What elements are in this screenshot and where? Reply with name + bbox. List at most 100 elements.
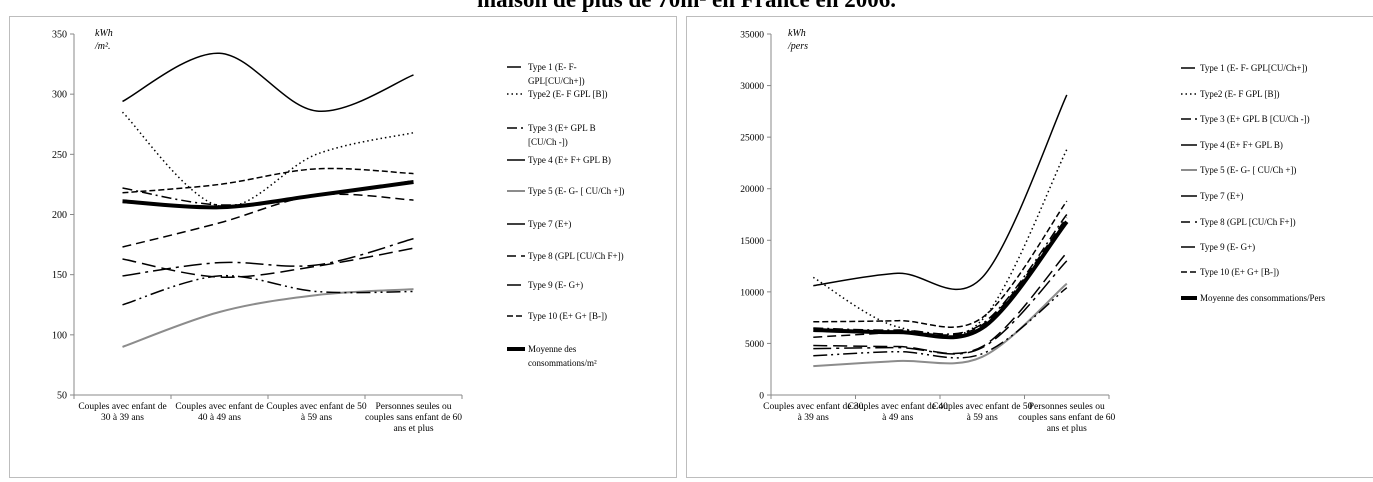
x-tick-label-per-person: Couples avec enfant de 40 à 49 ans: [848, 401, 948, 423]
legend-label-line: Type 4 (E+ F+ GPL B): [1200, 140, 1283, 150]
x-tick-label-line: ans et plus: [393, 424, 433, 434]
y-tick-label-per-m2: 350: [52, 30, 67, 41]
y-tick-label-per-m2: 200: [52, 210, 67, 221]
legend-label-per-person-9: Type 10 (E+ G+ [B-]): [1200, 267, 1279, 277]
legend-label-per-person-2: Type2 (E- F GPL [B]): [1200, 89, 1280, 99]
x-tick-label-line: Couples avec enfant de 50: [932, 401, 1032, 412]
series-line-per-person-6: [813, 260, 1068, 355]
legend-label-line: Type 3 (E+ GPL B [CU/Ch -]): [1200, 114, 1310, 124]
legend-label-line: consommations/m²: [528, 358, 597, 368]
x-tick-label-line: Personnes seules ou: [376, 402, 452, 412]
series-line-per-m2-2: [121, 111, 414, 208]
x-tick-label-line: Couples avec enfant de 50: [266, 401, 366, 412]
y-axis-label-per-person: kWh/pers: [787, 28, 808, 52]
legend-label-line: Type2 (E- F GPL [B]): [528, 89, 608, 99]
legend-label-per-person-3: Type 3 (E+ GPL B [CU/Ch -]): [1200, 114, 1310, 124]
series-line-per-m2-9: [122, 167, 414, 194]
legend-label-line: Moyenne des consommations/Pers: [1200, 293, 1325, 303]
y-axis-label-line: /pers: [787, 41, 808, 52]
y-axis-label-line: kWh: [788, 28, 806, 39]
y-tick-label-per-person: 15000: [740, 237, 764, 247]
legend-label-per-person-6: Type 7 (E+): [1200, 191, 1243, 201]
legend-label-line: Type 9 (E- G+): [528, 280, 583, 290]
y-tick-label-per-person: 5000: [745, 340, 764, 350]
y-tick-label-per-person: 35000: [740, 31, 764, 41]
legend-label-line: Type 5 (E- G- [ CU/Ch +]): [1200, 165, 1296, 175]
legend-label-per-person-1: Type 1 (E- F- GPL[CU/Ch+]): [1200, 63, 1307, 73]
chart-svg-per-m2: 50 100 150 200 250 300 350 Couples avec enfant …: [52, 28, 624, 434]
series-line-per-person-9: [813, 200, 1068, 328]
y-tick-label-per-person: 25000: [740, 134, 764, 144]
series-line-per-person-4: [813, 94, 1068, 291]
legend-label-per-m2-3: Type 3 (E+ GPL B [CU/Ch -]): [528, 123, 596, 147]
y-tick-label-per-person: 20000: [740, 185, 764, 195]
legend-label-per-m2-6: Type 7 (E+): [528, 219, 571, 229]
x-tick-label-line: couples sans enfant de 60: [365, 412, 462, 423]
legend-label-per-person-10: Moyenne des consommations/Pers: [1200, 293, 1325, 303]
x-tick-label-line: ans et plus: [1047, 424, 1087, 434]
series-line-per-person-1: [813, 252, 1068, 355]
x-tick-label-line: 30 à 39 ans: [101, 413, 144, 423]
legend-label-line: Type 8 (GPL [CU/Ch F+]): [1200, 217, 1296, 227]
legend-label-line: Moyenne des: [528, 344, 577, 354]
legend-label-line: Type 7 (E+): [528, 219, 571, 229]
x-tick-label-per-m2: Couples avec enfant de 40 à 49 ans: [175, 401, 263, 423]
x-tick-label-line: à 49 ans: [882, 413, 913, 423]
y-tick-label-per-m2: 50: [57, 391, 67, 402]
series-line-per-person-10: [813, 220, 1069, 340]
legend-label-per-m2-9: Type 10 (E+ G+ [B-]): [528, 311, 607, 321]
y-tick-label-per-m2: 250: [52, 150, 67, 161]
legend-label-line: Type 5 (E- G- [ CU/Ch +]): [528, 186, 624, 196]
x-tick-label-line: Couples avec enfant de: [78, 401, 166, 412]
series-line-per-m2-8: [122, 274, 414, 306]
chart-panel-per-person: 0 5000 10000 15000 20000 25000 30000 35000 Coupl…: [686, 16, 1373, 478]
legend-label-per-person-7: Type 8 (GPL [CU/Ch F+]): [1200, 217, 1296, 227]
legend-label-line: Type 3 (E+ GPL B: [528, 123, 596, 133]
x-tick-label-per-person: Couples avec enfant de 50 à 59 ans: [932, 401, 1032, 423]
y-tick-label-per-person: 0: [759, 392, 764, 402]
x-tick-label-per-person: Couples avec enfant de 30 à 39 ans: [763, 401, 863, 423]
legend-label-line: GPL[CU/Ch+]): [528, 76, 585, 86]
series-line-per-m2-4: [122, 52, 414, 112]
y-tick-label-per-m2: 100: [52, 330, 67, 341]
legend-label-line: Type 10 (E+ G+ [B-]): [1200, 267, 1279, 277]
x-tick-label-line: Personnes seules ou: [1029, 402, 1105, 412]
y-axis-label-line: /m².: [94, 41, 111, 52]
chart-panel-per-m2: 50 100 150 200 250 300 350 Couples avec enfant …: [9, 16, 677, 478]
legend-label-per-m2-7: Type 8 (GPL [CU/Ch F+]): [528, 251, 624, 261]
y-tick-label-per-person: 10000: [740, 288, 764, 298]
legend-label-line: [CU/Ch -]): [528, 137, 568, 147]
legend-label-line: Type 4 (E+ F+ GPL B): [528, 155, 611, 165]
legend-label-per-m2-1: Type 1 (E- F- GPL[CU/Ch+]): [528, 62, 585, 86]
legend-label-per-m2-10: Moyenne des consommations/m²: [528, 344, 597, 368]
x-tick-label-line: couples sans enfant de 60: [1018, 412, 1115, 423]
series-line-per-m2-10: [122, 180, 414, 210]
legend-label-line: Type2 (E- F GPL [B]): [1200, 89, 1280, 99]
y-tick-label-per-m2: 300: [52, 90, 67, 101]
y-tick-label-per-m2: 150: [52, 270, 67, 281]
y-axis-label-line: kWh: [95, 28, 113, 39]
legend-label-line: Type 9 (E- G+): [1200, 242, 1255, 252]
x-tick-label-line: Couples avec enfant de 30: [763, 401, 863, 412]
x-tick-label-per-m2: Personnes seules ou couples sans enfant d…: [365, 402, 462, 434]
legend-label-line: Type 1 (E- F- GPL[CU/Ch+]): [1200, 63, 1307, 73]
x-tick-label-line: à 39 ans: [798, 413, 829, 423]
legend-label-per-person-5: Type 5 (E- G- [ CU/Ch +]): [1200, 165, 1296, 175]
x-tick-label-per-person: Personnes seules ou couples sans enfant d…: [1018, 402, 1115, 434]
series-line-per-m2-5: [122, 288, 414, 348]
y-tick-label-per-person: 30000: [740, 82, 764, 92]
legend-label-line: Type 7 (E+): [1200, 191, 1243, 201]
series-line-per-person-5: [813, 282, 1068, 368]
page-title: maison de plus de 70m² en France en 2006…: [0, 0, 1373, 14]
series-line-per-m2-7: [122, 193, 414, 248]
x-tick-label-line: à 59 ans: [301, 413, 332, 423]
y-axis-label-per-m2: kWh/m².: [94, 28, 113, 52]
x-tick-label-line: 40 à 49 ans: [198, 413, 241, 423]
x-tick-label-per-m2: Couples avec enfant de 30 à 39 ans: [78, 401, 166, 423]
legend-label-per-person-4: Type 4 (E+ F+ GPL B): [1200, 140, 1283, 150]
series-line-per-person-8: [813, 287, 1068, 359]
legend-label-per-m2-2: Type2 (E- F GPL [B]): [528, 89, 608, 99]
series-line-per-m2-6: [122, 237, 414, 277]
legend-label-per-person-8: Type 9 (E- G+): [1200, 242, 1255, 252]
x-tick-label-line: Couples avec enfant de 40: [848, 401, 948, 412]
